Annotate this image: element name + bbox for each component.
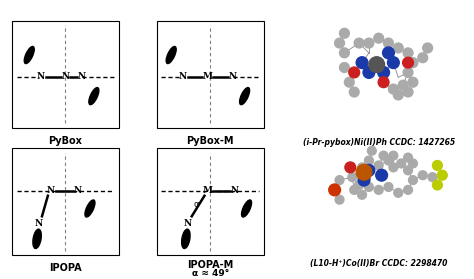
Circle shape xyxy=(374,161,383,170)
Circle shape xyxy=(365,182,374,191)
Circle shape xyxy=(387,57,399,69)
Text: N: N xyxy=(61,72,70,81)
Bar xyxy=(12,148,119,256)
Circle shape xyxy=(428,173,437,182)
Circle shape xyxy=(418,53,428,63)
Text: N: N xyxy=(35,219,43,228)
Text: N: N xyxy=(46,186,55,195)
Circle shape xyxy=(356,57,368,69)
Bar xyxy=(12,21,119,128)
Circle shape xyxy=(409,176,417,184)
Circle shape xyxy=(358,163,366,172)
Circle shape xyxy=(419,171,427,180)
Ellipse shape xyxy=(166,47,176,64)
Circle shape xyxy=(383,38,393,48)
Circle shape xyxy=(345,162,356,173)
Circle shape xyxy=(408,58,418,68)
Circle shape xyxy=(384,156,393,165)
Circle shape xyxy=(393,43,403,53)
Text: M: M xyxy=(202,186,212,195)
Circle shape xyxy=(409,159,417,168)
Circle shape xyxy=(398,80,408,90)
Circle shape xyxy=(345,77,354,87)
Circle shape xyxy=(403,48,413,58)
Text: (L10-H⁺)Co(II)Br CCDC: 2298470: (L10-H⁺)Co(II)Br CCDC: 2298470 xyxy=(310,259,447,268)
Circle shape xyxy=(358,174,370,186)
Text: IPOPA: IPOPA xyxy=(49,263,82,273)
Circle shape xyxy=(432,180,442,190)
Bar xyxy=(156,21,264,128)
Circle shape xyxy=(364,38,374,48)
Ellipse shape xyxy=(182,229,190,249)
Circle shape xyxy=(376,169,387,181)
Circle shape xyxy=(379,151,388,160)
Circle shape xyxy=(394,188,403,197)
Circle shape xyxy=(358,190,366,199)
Circle shape xyxy=(378,77,389,88)
Circle shape xyxy=(374,33,383,43)
Text: N: N xyxy=(184,219,192,228)
Circle shape xyxy=(362,173,370,182)
Circle shape xyxy=(369,57,384,73)
Circle shape xyxy=(354,38,364,48)
Circle shape xyxy=(403,87,413,97)
Circle shape xyxy=(404,186,412,194)
Circle shape xyxy=(397,159,406,168)
Text: (i-Pr-pybox)Ni(II)Ph CCDC: 1427265: (i-Pr-pybox)Ni(II)Ph CCDC: 1427265 xyxy=(302,138,455,147)
Circle shape xyxy=(403,68,413,77)
Text: PyBox: PyBox xyxy=(48,136,82,146)
Circle shape xyxy=(408,77,418,87)
Circle shape xyxy=(389,163,398,172)
Ellipse shape xyxy=(242,200,252,217)
Ellipse shape xyxy=(33,229,41,249)
Circle shape xyxy=(383,47,394,59)
Circle shape xyxy=(335,38,345,48)
Circle shape xyxy=(335,195,344,204)
Circle shape xyxy=(393,90,403,100)
Circle shape xyxy=(403,57,413,68)
Circle shape xyxy=(367,146,376,155)
Circle shape xyxy=(389,84,398,94)
Circle shape xyxy=(363,164,375,176)
Text: N: N xyxy=(78,72,86,81)
Circle shape xyxy=(404,153,412,162)
Text: α ≈ 49°: α ≈ 49° xyxy=(191,269,229,278)
Circle shape xyxy=(339,28,349,38)
Circle shape xyxy=(339,63,349,73)
Circle shape xyxy=(365,156,374,165)
Circle shape xyxy=(350,186,359,194)
Circle shape xyxy=(389,151,398,160)
Text: N: N xyxy=(179,72,187,81)
Circle shape xyxy=(356,164,372,180)
Circle shape xyxy=(329,184,340,196)
Circle shape xyxy=(339,48,349,58)
Text: IPOPA-M: IPOPA-M xyxy=(187,260,234,270)
Circle shape xyxy=(374,186,383,194)
Ellipse shape xyxy=(89,88,99,105)
Circle shape xyxy=(349,87,359,97)
Circle shape xyxy=(404,166,412,175)
Text: PyBox-M: PyBox-M xyxy=(187,136,234,146)
Circle shape xyxy=(423,43,432,53)
Bar xyxy=(156,148,264,256)
Circle shape xyxy=(355,181,364,189)
Text: M: M xyxy=(202,72,212,81)
Text: N: N xyxy=(231,186,239,195)
Ellipse shape xyxy=(239,88,250,105)
Text: α: α xyxy=(194,200,200,209)
Circle shape xyxy=(378,67,390,78)
Circle shape xyxy=(349,67,360,78)
Text: N: N xyxy=(229,72,237,81)
Circle shape xyxy=(438,170,447,180)
Text: N: N xyxy=(74,186,82,195)
Circle shape xyxy=(432,160,442,170)
Ellipse shape xyxy=(24,47,34,64)
Ellipse shape xyxy=(85,200,95,217)
Circle shape xyxy=(348,173,356,182)
Circle shape xyxy=(384,182,393,191)
Text: N: N xyxy=(37,72,45,81)
Circle shape xyxy=(363,67,375,78)
Circle shape xyxy=(335,176,344,184)
